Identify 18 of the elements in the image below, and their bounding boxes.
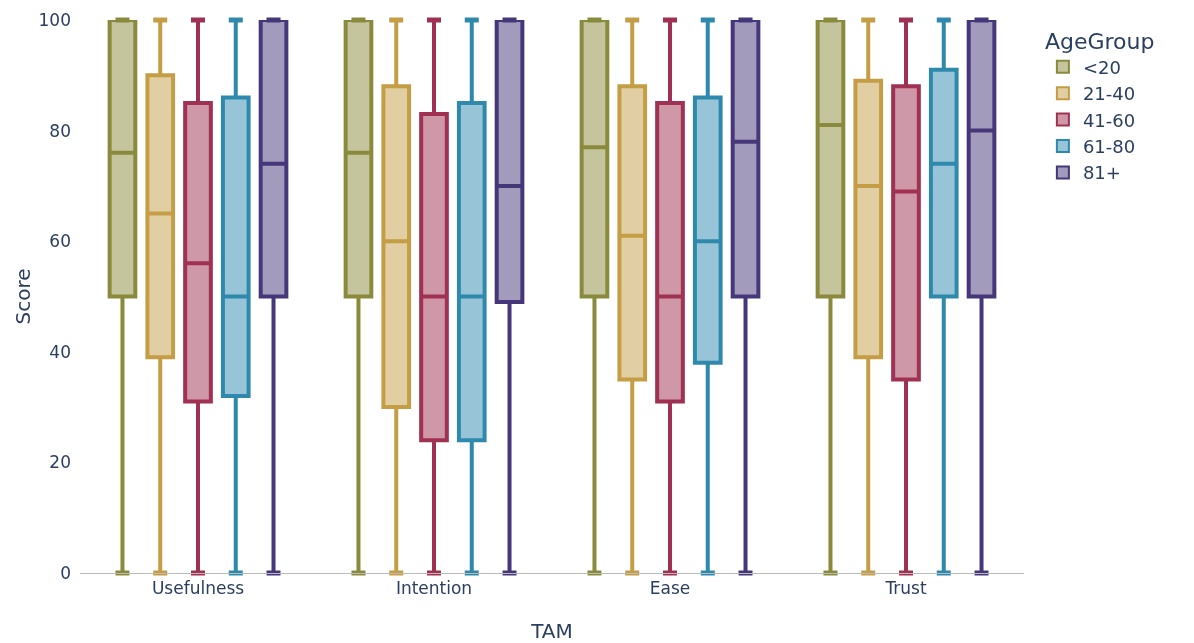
- legend-title: AgeGroup: [1044, 28, 1155, 54]
- x-tick-label: Usefulness: [151, 578, 245, 599]
- x-axis-title: TAM: [530, 619, 573, 643]
- x-tick-label: Trust: [884, 578, 927, 599]
- y-tick-label: 60: [49, 231, 71, 252]
- x-tick-label: Ease: [649, 578, 691, 599]
- y-tick-label: 100: [38, 9, 71, 30]
- x-tick-label: Intention: [395, 578, 473, 599]
- y-tick-label: 80: [49, 120, 71, 141]
- legend-label: <20: [1082, 56, 1121, 78]
- legend-label: 61-80: [1082, 136, 1136, 158]
- y-tick-label: 40: [49, 341, 71, 362]
- y-tick-label: 20: [49, 452, 71, 473]
- legend-label: 21-40: [1082, 83, 1136, 105]
- y-tick-label: 0: [60, 562, 71, 583]
- y-axis-title: Score: [11, 268, 35, 325]
- legend-label: 41-60: [1082, 109, 1136, 131]
- legend-label: 81+: [1082, 162, 1121, 184]
